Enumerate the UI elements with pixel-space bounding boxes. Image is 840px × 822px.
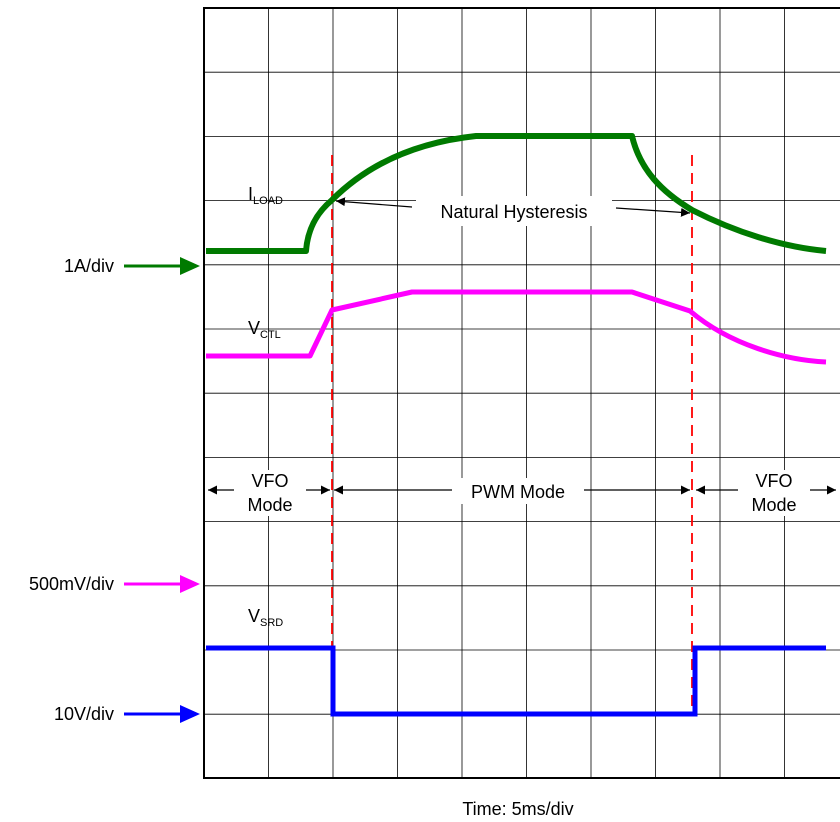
vsrd-scale-label: 10V/div bbox=[54, 704, 114, 724]
iload-scale-arrowhead bbox=[180, 257, 200, 275]
vsrd-label: VSRD bbox=[248, 606, 283, 629]
hysteresis-label: Natural Hysteresis bbox=[440, 202, 587, 222]
pwm-mode-label: PWM Mode bbox=[471, 482, 565, 502]
vctl-scale-label: 500mV/div bbox=[29, 574, 114, 594]
oscilloscope-grid bbox=[204, 8, 840, 778]
plot-frame bbox=[203, 7, 840, 779]
scale-indicators: 1A/div 500mV/div 10V/div bbox=[29, 256, 200, 724]
time-axis-label: Time: 5ms/div bbox=[462, 799, 573, 819]
vfo-right-label-line1: VFO bbox=[755, 471, 792, 491]
vsrd-trace bbox=[206, 645, 826, 717]
mode-annotations: VFO Mode PWM Mode VFO Mode bbox=[208, 470, 836, 516]
vfo-left-label-line2: Mode bbox=[247, 495, 292, 515]
vfo-right-label-line2: Mode bbox=[751, 495, 796, 515]
hysteresis-annotation: Natural Hysteresis bbox=[335, 196, 691, 226]
vsrd-scale-arrowhead bbox=[180, 705, 200, 723]
iload-trace bbox=[206, 133, 827, 254]
vctl-scale-arrowhead bbox=[180, 575, 200, 593]
hysteresis-arrow-left bbox=[335, 197, 413, 208]
hysteresis-arrow-right bbox=[615, 207, 691, 217]
iload-scale-label: 1A/div bbox=[64, 256, 114, 276]
vctl-label: VCTL bbox=[248, 318, 281, 341]
iload-label: ILOAD bbox=[248, 184, 283, 207]
mode-boundaries bbox=[331, 155, 693, 715]
vctl-trace bbox=[206, 289, 827, 365]
vfo-left-label-line1: VFO bbox=[251, 471, 288, 491]
